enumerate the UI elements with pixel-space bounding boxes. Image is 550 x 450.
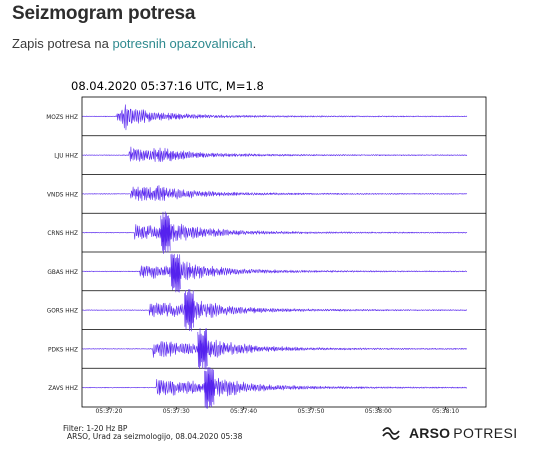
seismogram-peak bbox=[170, 253, 181, 293]
filter-note: Filter: 1-20 Hz BP bbox=[63, 424, 128, 433]
seismogram-trace bbox=[82, 104, 468, 131]
seismogram-peak bbox=[197, 328, 208, 370]
seismogram-trace bbox=[82, 219, 468, 246]
station-label: GORS HHZ bbox=[47, 309, 78, 315]
stations-link[interactable]: potresnih opazovalnicah bbox=[112, 36, 253, 51]
station-label: MOZS HHZ bbox=[46, 115, 78, 121]
seismogram-trace bbox=[82, 146, 468, 162]
seismogram-trace bbox=[82, 185, 468, 202]
seismogram-peak bbox=[184, 289, 195, 332]
seismogram-trace bbox=[82, 373, 467, 400]
x-tick-label: 05:37:40 bbox=[230, 408, 257, 415]
seismogram-peak bbox=[204, 367, 215, 409]
brand-sub: POTRESI bbox=[453, 425, 518, 441]
arso-brand[interactable]: ARSO POTRESI bbox=[380, 424, 518, 442]
seismogram-peak bbox=[160, 211, 171, 254]
x-tick-label: 05:37:20 bbox=[95, 408, 122, 415]
credit-note: ARSO, Urad za seizmologijo, 08.04.2020 0… bbox=[67, 432, 243, 441]
intro-prefix: Zapis potresa na bbox=[12, 36, 113, 51]
station-label: ZAVS HHZ bbox=[48, 386, 78, 392]
page-title: Seizmogram potresa bbox=[12, 3, 196, 24]
seismogram-footer: Filter: 1-20 Hz BP ARSO, Urad za seizmol… bbox=[63, 425, 242, 441]
seismogram-trace bbox=[82, 298, 467, 323]
brand-name: ARSO bbox=[409, 425, 451, 441]
x-tick-label: 05:38:10 bbox=[432, 408, 459, 415]
station-label: VNDS HHZ bbox=[47, 192, 78, 198]
seismogram-trace bbox=[82, 338, 468, 361]
intro-suffix: . bbox=[252, 36, 257, 51]
x-tick-label: 05:37:50 bbox=[297, 408, 324, 415]
x-tick-label: 05:37:30 bbox=[163, 408, 190, 415]
station-label: PDKS HHZ bbox=[48, 347, 78, 353]
station-label: LJU HHZ bbox=[54, 154, 78, 160]
seismogram-trace bbox=[82, 257, 468, 284]
arso-waves-logo-icon bbox=[382, 427, 400, 440]
station-label: GBAS HHZ bbox=[47, 270, 78, 276]
x-tick-label: 05:38:00 bbox=[365, 408, 392, 415]
intro-text: Zapis potresa na potresnih opazovalnicah… bbox=[12, 36, 256, 51]
station-label: CRNS HHZ bbox=[47, 231, 78, 237]
seismogram-title: 08.04.2020 05:37:16 UTC, M=1.8 bbox=[71, 79, 264, 93]
